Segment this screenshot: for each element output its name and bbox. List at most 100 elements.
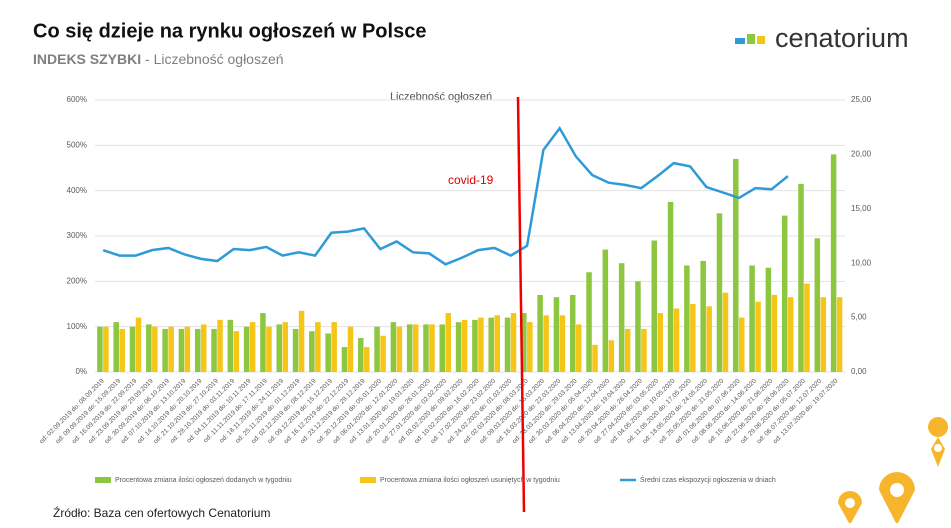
bar	[97, 326, 103, 372]
bar	[836, 297, 843, 372]
bar	[341, 347, 348, 372]
bar	[667, 202, 674, 372]
bar	[331, 322, 337, 372]
bar	[249, 322, 256, 372]
bar	[553, 297, 560, 372]
bar	[765, 267, 772, 372]
logo: cenatorium	[775, 23, 909, 53]
bar	[575, 324, 582, 372]
bar	[178, 328, 185, 372]
bar	[722, 292, 729, 372]
page-title: Co się dzieje na rynku ogłoszeń w Polsce	[33, 20, 426, 42]
chart-title: Liczebność ogłoszeń	[390, 91, 492, 103]
bar	[184, 326, 191, 372]
y-tick-label: 600%	[67, 95, 87, 104]
subtitle: INDEKS SZYBKI - Liczebność ogłoszeń	[33, 51, 284, 67]
bar	[472, 319, 478, 372]
bar	[820, 297, 827, 372]
y2-tick-label: 20,00	[851, 150, 872, 159]
y2-tick-label: 5,00	[851, 313, 867, 322]
bar	[716, 213, 723, 372]
bar	[521, 313, 527, 372]
bar	[292, 328, 299, 372]
bar	[673, 308, 680, 372]
bar	[608, 340, 615, 372]
bar	[162, 328, 168, 372]
line	[102, 126, 789, 266]
bar	[233, 331, 240, 372]
bar	[651, 240, 657, 372]
legend-label: Średni czas ekspozycji ogłoszenia w dnia…	[640, 475, 776, 484]
bar	[152, 326, 158, 372]
bar	[749, 265, 755, 372]
bar	[429, 324, 435, 372]
bar	[439, 324, 446, 372]
covid-line	[516, 96, 526, 513]
legend-label: Procentowa zmiana ilości ogłoszeń dodany…	[115, 477, 292, 484]
bar	[325, 333, 331, 372]
bar	[374, 326, 380, 372]
bar	[129, 326, 136, 372]
bar	[602, 249, 609, 372]
y2-tick-label: 25,00	[851, 95, 872, 104]
annotation: covid-19	[448, 173, 494, 187]
bar	[390, 322, 397, 372]
bar	[684, 265, 690, 372]
bar	[298, 310, 305, 372]
y-tick-label: 400%	[67, 186, 87, 195]
bar	[527, 322, 533, 372]
bar	[211, 328, 217, 372]
bar	[135, 317, 142, 372]
bar	[559, 315, 566, 372]
bar	[266, 326, 272, 372]
bar	[103, 326, 109, 372]
y-tick-label: 500%	[67, 140, 87, 149]
bar	[494, 315, 500, 372]
bar	[119, 328, 125, 372]
legend-label: Procentowa zmiana ilości ogłoszeń usunię…	[380, 477, 560, 484]
bar	[814, 238, 821, 372]
bar	[282, 322, 288, 372]
y2-tick-label: 10,00	[851, 258, 872, 267]
bar	[423, 324, 429, 372]
bar	[543, 315, 549, 372]
y-tick-label: 200%	[67, 276, 87, 285]
bar	[113, 322, 119, 372]
bar	[396, 326, 403, 372]
y-tick-label: 300%	[67, 231, 87, 240]
bar	[781, 215, 788, 372]
bar	[227, 319, 234, 372]
bar	[690, 304, 696, 372]
bar	[804, 283, 810, 372]
legend-swatch	[95, 477, 111, 483]
bar	[657, 313, 663, 372]
bar	[739, 317, 745, 372]
bar	[798, 183, 804, 372]
bar	[146, 324, 152, 372]
bar	[787, 297, 794, 372]
y-tick-label: 0%	[75, 367, 87, 376]
bar	[380, 335, 386, 372]
bar	[771, 294, 778, 372]
bar	[309, 331, 315, 372]
map-pins	[838, 417, 949, 525]
bar	[243, 326, 250, 372]
source: Źródło: Baza cen ofertowych Cenatorium	[53, 505, 270, 520]
bar	[706, 306, 712, 372]
y2-tick-label: 15,00	[851, 204, 872, 213]
bar	[364, 347, 370, 372]
bar	[461, 319, 468, 372]
bar	[635, 281, 641, 372]
bar	[315, 322, 321, 372]
bar	[537, 294, 543, 372]
bar	[478, 317, 484, 372]
bar	[358, 338, 364, 372]
subtitle-rest: - Liczebność ogłoszeń	[145, 51, 284, 67]
bar	[276, 324, 282, 372]
bar	[569, 294, 576, 372]
bar	[194, 328, 201, 372]
bar	[510, 313, 517, 372]
bar	[168, 326, 174, 372]
